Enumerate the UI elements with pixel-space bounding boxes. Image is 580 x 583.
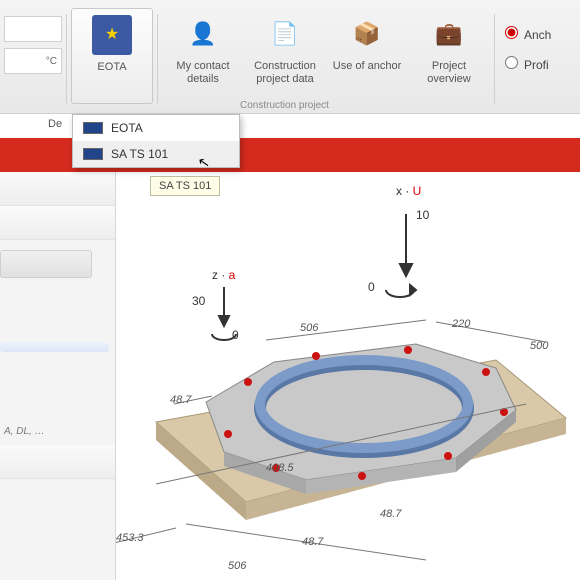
ribbon: °C ★ EOTA 👤 My contact details 📄 Constru… xyxy=(0,0,580,114)
profile-radio[interactable]: Profi xyxy=(505,56,551,72)
flag-icon xyxy=(83,122,103,134)
panel-slider[interactable] xyxy=(0,342,109,352)
panel-note: A, DL, … xyxy=(0,416,115,439)
axis-z-zero: 0 xyxy=(232,328,239,342)
use-anchor-button[interactable]: 📦 Use of anchor xyxy=(326,8,408,104)
dropdown-option-eota[interactable]: EOTA xyxy=(73,115,239,141)
axis-x-label: x · U xyxy=(396,184,421,198)
briefcase-icon: 💼 xyxy=(429,14,469,54)
input-field-1[interactable] xyxy=(4,16,62,42)
panel-row[interactable] xyxy=(0,172,115,206)
dim-label: 48.7 xyxy=(302,536,323,548)
eota-button[interactable]: ★ EOTA xyxy=(71,8,153,104)
ribbon-group-label: Construction project xyxy=(240,100,329,111)
project-overview-button[interactable]: 💼 Project overview xyxy=(408,8,490,104)
model-viewport[interactable]: x · U 10 0 z · a 30 0 506 220 500 48.7 4… xyxy=(116,172,580,580)
side-panel: A, DL, … xyxy=(0,172,116,580)
flag-icon xyxy=(83,148,103,160)
project-data-button[interactable]: 📄 Construction project data xyxy=(244,8,326,104)
axis-z-value: 30 xyxy=(192,294,205,308)
dim-label: 506 xyxy=(300,322,318,334)
axis-zero: 0 xyxy=(368,280,375,294)
dim-label: 408.5 xyxy=(266,462,294,474)
model-svg xyxy=(116,172,580,580)
design-label: De xyxy=(48,118,62,130)
panel-row[interactable] xyxy=(0,445,115,479)
dropdown-tooltip: SA TS 101 xyxy=(150,176,220,196)
eu-flag-icon: ★ xyxy=(92,15,132,55)
axis-x-value: 10 xyxy=(416,208,429,222)
input-column: °C xyxy=(0,8,62,80)
panel-button[interactable] xyxy=(0,250,92,278)
document-icon: 📄 xyxy=(265,14,305,54)
panel-row[interactable] xyxy=(0,206,115,240)
contact-details-button[interactable]: 👤 My contact details xyxy=(162,8,244,104)
mode-radios: Anch Profi xyxy=(505,8,551,86)
anchor-use-icon: 📦 xyxy=(347,14,387,54)
dim-label: 453.3 xyxy=(116,532,144,544)
dim-label: 500 xyxy=(530,340,548,352)
dim-label: 48.7 xyxy=(170,394,191,406)
anchor-radio[interactable]: Anch xyxy=(505,26,551,42)
temperature-field[interactable]: °C xyxy=(4,48,62,74)
axis-z-label: z · a xyxy=(212,268,235,282)
dim-label: 220 xyxy=(452,318,470,330)
dim-label: 48.7 xyxy=(380,508,401,520)
dropdown-option-sats101[interactable]: SA TS 101 xyxy=(73,141,239,167)
standard-dropdown[interactable]: EOTA SA TS 101 xyxy=(72,114,240,168)
contact-icon: 👤 xyxy=(183,14,223,54)
dim-label: 506 xyxy=(228,560,246,572)
